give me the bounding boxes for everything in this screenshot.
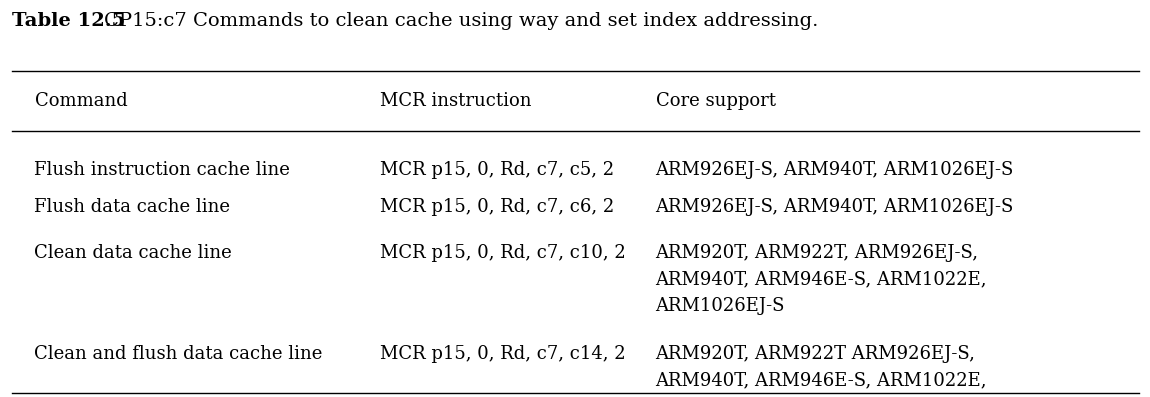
- Text: MCR p15, 0, Rd, c7, c6, 2: MCR p15, 0, Rd, c7, c6, 2: [380, 198, 614, 216]
- Text: MCR instruction: MCR instruction: [380, 92, 531, 110]
- Text: ARM926EJ-S, ARM940T, ARM1026EJ-S: ARM926EJ-S, ARM940T, ARM1026EJ-S: [656, 161, 1014, 179]
- Text: MCR p15, 0, Rd, c7, c10, 2: MCR p15, 0, Rd, c7, c10, 2: [380, 244, 626, 262]
- Text: ARM920T, ARM922T, ARM926EJ-S,
ARM940T, ARM946E-S, ARM1022E,
ARM1026EJ-S: ARM920T, ARM922T, ARM926EJ-S, ARM940T, A…: [656, 244, 987, 315]
- Text: MCR p15, 0, Rd, c7, c14, 2: MCR p15, 0, Rd, c7, c14, 2: [380, 345, 626, 363]
- Text: MCR p15, 0, Rd, c7, c5, 2: MCR p15, 0, Rd, c7, c5, 2: [380, 161, 614, 179]
- Text: Flush data cache line: Flush data cache line: [34, 198, 230, 216]
- Text: Command: Command: [34, 92, 128, 110]
- Text: CP15:c7 Commands to clean cache using way and set index addressing.: CP15:c7 Commands to clean cache using wa…: [104, 12, 818, 30]
- Text: Core support: Core support: [656, 92, 775, 110]
- Text: Flush instruction cache line: Flush instruction cache line: [34, 161, 290, 179]
- Text: ARM920T, ARM922T ARM926EJ-S,
ARM940T, ARM946E-S, ARM1022E,
ARM1026EJ-S: ARM920T, ARM922T ARM926EJ-S, ARM940T, AR…: [656, 345, 987, 397]
- Text: Clean data cache line: Clean data cache line: [34, 244, 232, 262]
- Text: ARM926EJ-S, ARM940T, ARM1026EJ-S: ARM926EJ-S, ARM940T, ARM1026EJ-S: [656, 198, 1014, 216]
- Text: Clean and flush data cache line: Clean and flush data cache line: [34, 345, 323, 363]
- Text: Table 12.5: Table 12.5: [12, 12, 124, 30]
